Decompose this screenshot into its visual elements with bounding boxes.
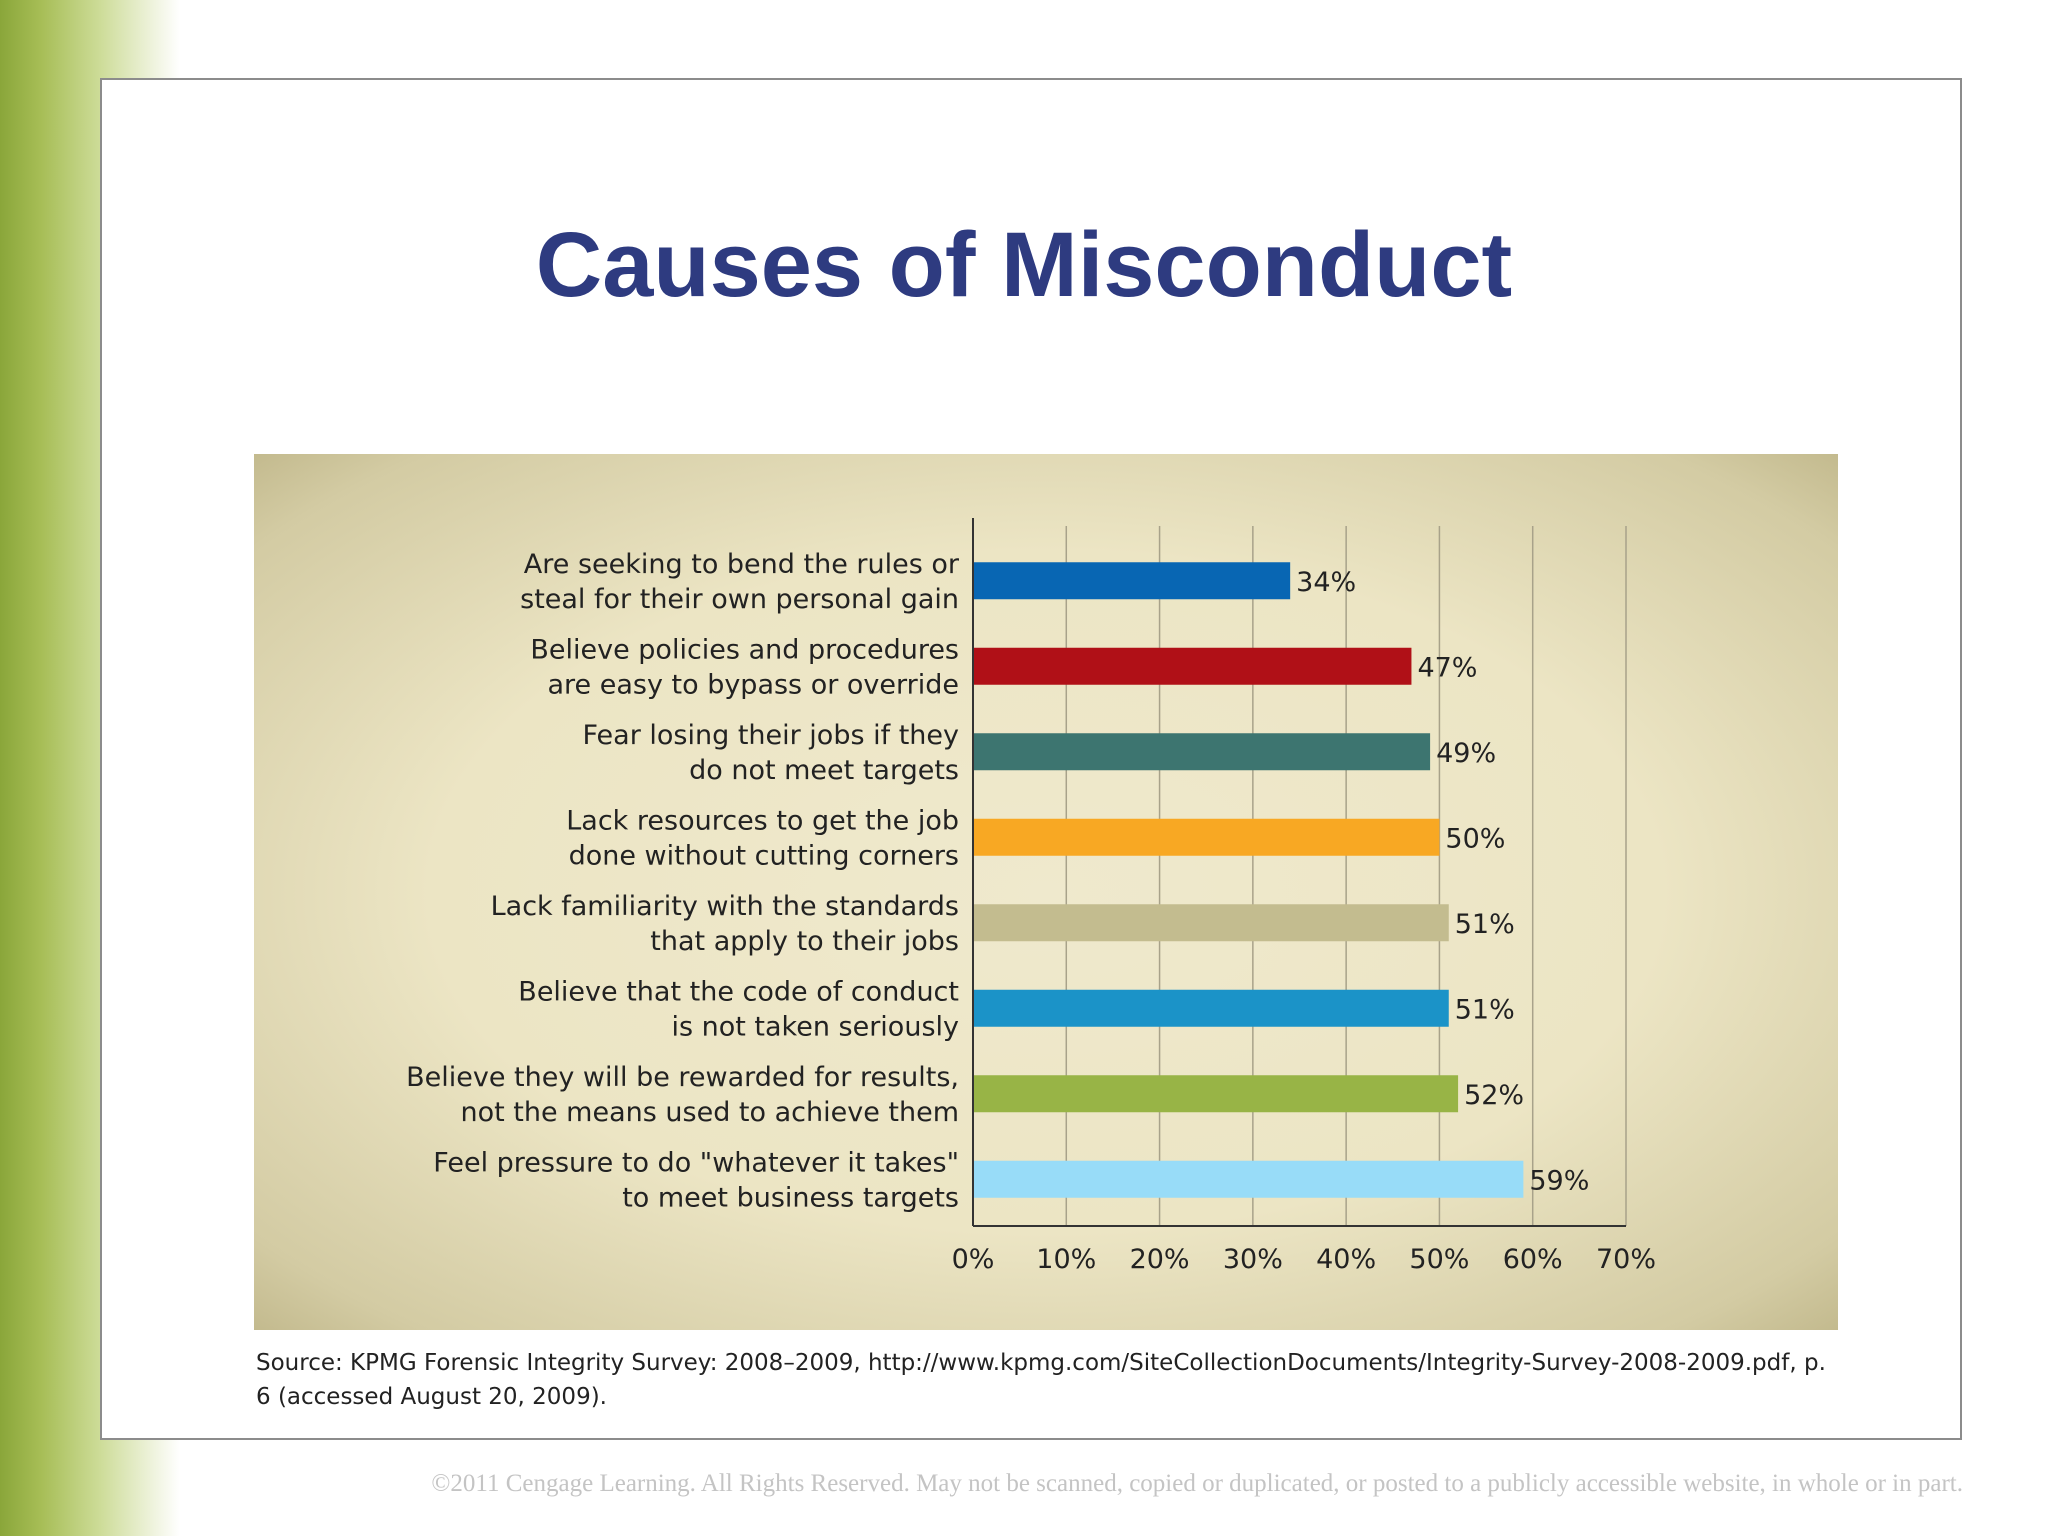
x-tick-label: 10%: [1036, 1244, 1096, 1275]
chart-panel: 0% 10% 20% 30% 40% 50% 60% 70% 34% Are seeking to…: [254, 454, 1838, 1330]
category-label: Lack familiarity with the standards: [491, 891, 959, 922]
bar: [974, 733, 1431, 771]
x-tick-label: 40%: [1316, 1244, 1376, 1275]
bar: [974, 1160, 1524, 1198]
x-tick-label: 30%: [1223, 1244, 1283, 1275]
category-label: Lack resources to get the job: [566, 805, 959, 836]
data-label: 51%: [1455, 909, 1515, 940]
bar: [974, 562, 1291, 600]
bar-chart: 0% 10% 20% 30% 40% 50% 60% 70% 34% Are seeking to…: [406, 518, 1656, 1275]
source-note: Source: KPMG Forensic Integrity Survey: …: [256, 1350, 1826, 1410]
category-label: Believe that the code of conduct: [518, 976, 959, 1007]
x-tick-label: 70%: [1596, 1244, 1656, 1275]
bar: [974, 1075, 1459, 1113]
data-label: 34%: [1296, 567, 1356, 598]
category-label: do not meet targets: [689, 755, 959, 786]
category-label: Are seeking to bend the rules or: [524, 549, 960, 580]
category-label: Feel pressure to do "whatever it takes": [433, 1147, 959, 1178]
bar: [974, 818, 1440, 856]
category-label: is not taken seriously: [671, 1011, 959, 1042]
data-label: 59%: [1529, 1165, 1589, 1196]
x-tick-label: 20%: [1130, 1244, 1190, 1275]
category-label: not the means used to achieve them: [460, 1097, 959, 1128]
slide-title: Causes of Misconduct: [535, 214, 1513, 316]
copyright-notice: ©2011 Cengage Learning. All Rights Reser…: [431, 1470, 1963, 1497]
data-label: 52%: [1464, 1080, 1524, 1111]
category-label: steal for their own personal gain: [520, 584, 959, 615]
bar: [974, 989, 1449, 1027]
x-tick-label: 50%: [1409, 1244, 1469, 1275]
category-label: are easy to bypass or override: [547, 669, 959, 700]
x-tick-label: 0%: [952, 1244, 995, 1275]
bar: [974, 904, 1449, 942]
data-label: 50%: [1445, 823, 1505, 854]
data-label: 49%: [1436, 738, 1496, 769]
x-tick-label: 60%: [1503, 1244, 1563, 1275]
category-label: Fear losing their jobs if they: [583, 720, 960, 751]
category-label: that apply to their jobs: [650, 926, 959, 957]
category-label: to meet business targets: [622, 1182, 959, 1213]
data-label: 51%: [1455, 994, 1515, 1025]
category-label: done without cutting corners: [569, 840, 959, 871]
data-label: 47%: [1417, 652, 1477, 683]
category-label: Believe they will be rewarded for result…: [406, 1062, 959, 1093]
bar: [974, 647, 1412, 685]
category-label: Believe policies and procedures: [530, 634, 959, 665]
